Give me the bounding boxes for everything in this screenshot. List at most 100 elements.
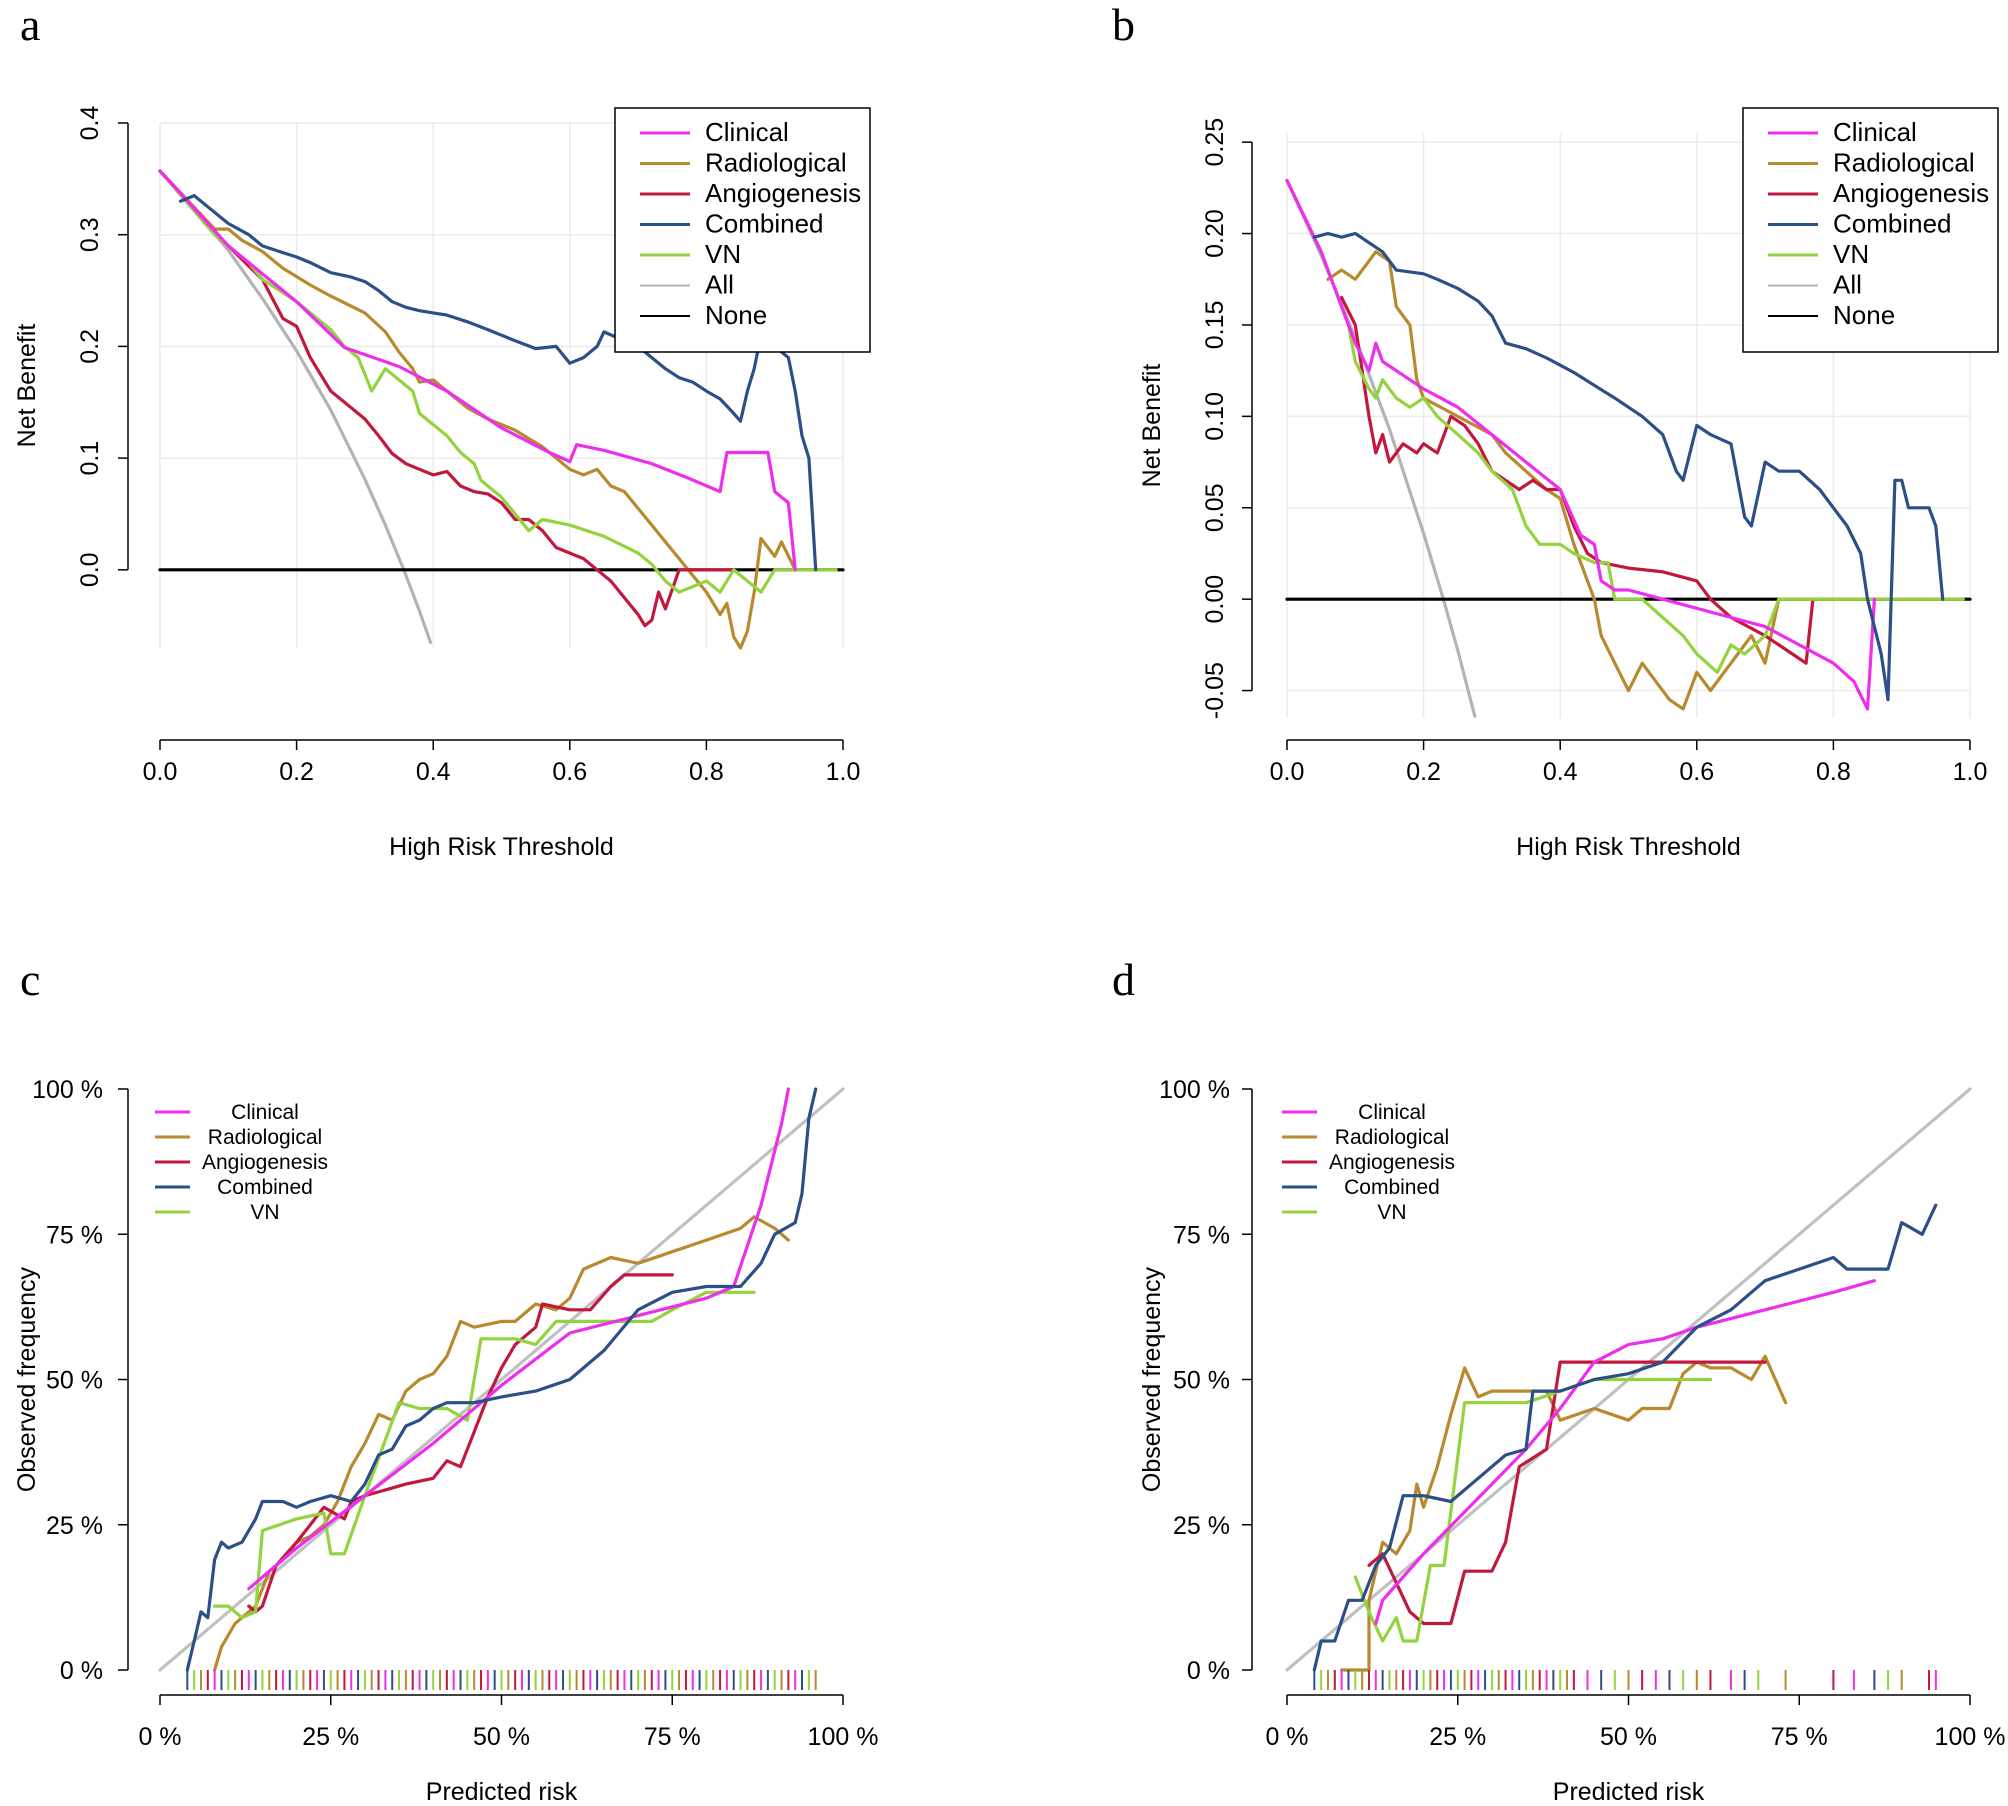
x-axis-title: High Risk Threshold [389, 833, 614, 861]
series-line-angiogenesis [1340, 295, 1815, 665]
legend-label-clinical: Clinical [1358, 1101, 1426, 1124]
x-axis-title: Predicted risk [426, 1778, 578, 1806]
legend-label-clinical: Clinical [231, 1101, 299, 1124]
y-tick-label: 100 % [32, 1076, 103, 1104]
x-tick-label: 0 % [1265, 1723, 1308, 1751]
y-tick-label: 0.4 [76, 106, 104, 141]
legend: ClinicalRadiologicalAngiogenesisCombined… [155, 1101, 328, 1224]
series-line-combined [185, 1087, 818, 1672]
series-line-radiological [1326, 250, 1965, 711]
series-line-combined [1312, 1203, 1938, 1672]
x-tick-label: 0.0 [1270, 758, 1305, 786]
series-layer [158, 1087, 845, 1672]
legend: ClinicalRadiologicalAngiogenesisCombined… [614, 107, 871, 353]
legend-label-none: None [705, 300, 767, 330]
series-line-clinical [1374, 1279, 1876, 1626]
legend-label-radiological: Radiological [208, 1126, 322, 1149]
legend-label-none: None [1833, 300, 1895, 330]
x-tick-label: 0.6 [1679, 758, 1714, 786]
y-axis-title: Net Benefit [1138, 364, 1166, 488]
y-axis-title: Observed frequency [13, 1266, 41, 1492]
series-line-angiogenesis [158, 169, 736, 628]
series-line-angiogenesis [1367, 1360, 1767, 1626]
axes: 0.0 0.2 0.4 0.6 0.8 1.0 0.0 0.1 0.2 0.3 0.4 [76, 106, 860, 786]
series-line-vn [213, 1290, 756, 1620]
y-tick-label: 0.05 [1201, 483, 1229, 532]
legend-label-all: All [1833, 270, 1862, 300]
rug-layer [1313, 1670, 1937, 1690]
legend-box [1742, 107, 1999, 353]
series-line-all [158, 169, 433, 644]
y-tick-label: 0.1 [76, 441, 104, 476]
y-tick-label: 25 % [46, 1512, 103, 1540]
panel-b: b 0.0 0.2 0.4 0.6 0.8 1.0 -0.05 0.00 0.05 0.10 0.1… [1112, 0, 1999, 861]
y-tick-label: 0.10 [1201, 392, 1229, 441]
legend-box [614, 107, 871, 353]
y-tick-label: 0.00 [1201, 575, 1229, 624]
x-tick-label: 0.0 [143, 758, 178, 786]
x-tick-label: 0.8 [689, 758, 724, 786]
y-tick-label: 100 % [1159, 1076, 1230, 1104]
series-layer [1285, 1087, 1972, 1672]
legend-label-radiological: Radiological [1833, 148, 1975, 178]
legend-label-angiogenesis: Angiogenesis [202, 1151, 328, 1174]
y-tick-label: 0 % [60, 1657, 103, 1685]
x-tick-label: 0.2 [279, 758, 314, 786]
series-line-all [1285, 178, 1477, 718]
panel-letter-b: b [1112, 0, 1135, 50]
x-tick-label: 1.0 [826, 758, 861, 786]
x-tick-label: 75 % [1771, 1723, 1828, 1751]
series-layer [158, 169, 845, 650]
series-layer [1285, 178, 1972, 718]
legend-label-vn: VN [1377, 1201, 1406, 1224]
y-tick-label: 0.0 [76, 552, 104, 587]
x-tick-label: 25 % [1429, 1723, 1486, 1751]
series-line-clinical [158, 169, 797, 572]
x-tick-label: 50 % [1600, 1723, 1657, 1751]
series-line-vn [1285, 178, 1965, 674]
y-tick-label: 0.3 [76, 217, 104, 252]
legend-label-vn: VN [250, 1201, 279, 1224]
series-line-clinical [247, 1087, 790, 1591]
legend: ClinicalRadiologicalAngiogenesisCombined… [1742, 107, 1999, 353]
panel-letter-a: a [20, 0, 40, 50]
legend-label-radiological: Radiological [1335, 1126, 1449, 1149]
x-tick-label: 0.6 [552, 758, 587, 786]
x-axis-title: Predicted risk [1553, 1778, 1705, 1806]
series-line-radiological [213, 1215, 790, 1672]
axes: 0 % 25 % 50 % 75 % 100 % 0 % 25 % 50 % 75 % 100 % [32, 1076, 878, 1751]
y-axis-title: Net Benefit [13, 324, 41, 448]
x-tick-label: 25 % [302, 1723, 359, 1751]
series-line-clinical [1285, 178, 1876, 711]
y-tick-label: 0 % [1187, 1657, 1230, 1685]
legend-label-vn: VN [705, 239, 741, 269]
series-line-combined [178, 194, 818, 572]
axes: 0 % 25 % 50 % 75 % 100 % 0 % 25 % 50 % 75 % 100 % [1159, 1076, 2005, 1751]
panel-d: d 0 % 25 % 50 % 75 % 100 % 0 % 25 % 50 % 75 % 100… [1112, 954, 2005, 1806]
legend-label-combined: Combined [1344, 1176, 1440, 1199]
x-tick-label: 0.2 [1406, 758, 1441, 786]
y-tick-label: 0.20 [1201, 209, 1229, 258]
x-tick-label: 0 % [138, 1723, 181, 1751]
legend-label-combined: Combined [705, 209, 824, 239]
series-line-combined [1312, 231, 1945, 702]
legend-label-radiological: Radiological [705, 148, 847, 178]
x-tick-label: 75 % [644, 1723, 701, 1751]
y-tick-label: -0.05 [1201, 662, 1229, 719]
legend-label-clinical: Clinical [705, 117, 789, 147]
legend-label-vn: VN [1833, 239, 1869, 269]
y-tick-label: 0.15 [1201, 301, 1229, 350]
y-tick-label: 50 % [1173, 1367, 1230, 1395]
y-axis-title: Observed frequency [1138, 1266, 1166, 1492]
x-tick-label: 0.8 [1816, 758, 1851, 786]
legend-label-angiogenesis: Angiogenesis [1833, 178, 1989, 208]
y-tick-label: 75 % [46, 1221, 103, 1249]
rug-layer [186, 1670, 817, 1690]
y-tick-label: 25 % [1173, 1512, 1230, 1540]
panel-letter-c: c [20, 954, 40, 1005]
series-line-radiological [158, 169, 838, 650]
y-tick-label: 0.25 [1201, 118, 1229, 167]
panel-c: c 0 % 25 % 50 % 75 % 100 % 0 % 25 % 50 % 75 % 100… [13, 954, 878, 1806]
y-tick-label: 0.2 [76, 329, 104, 364]
